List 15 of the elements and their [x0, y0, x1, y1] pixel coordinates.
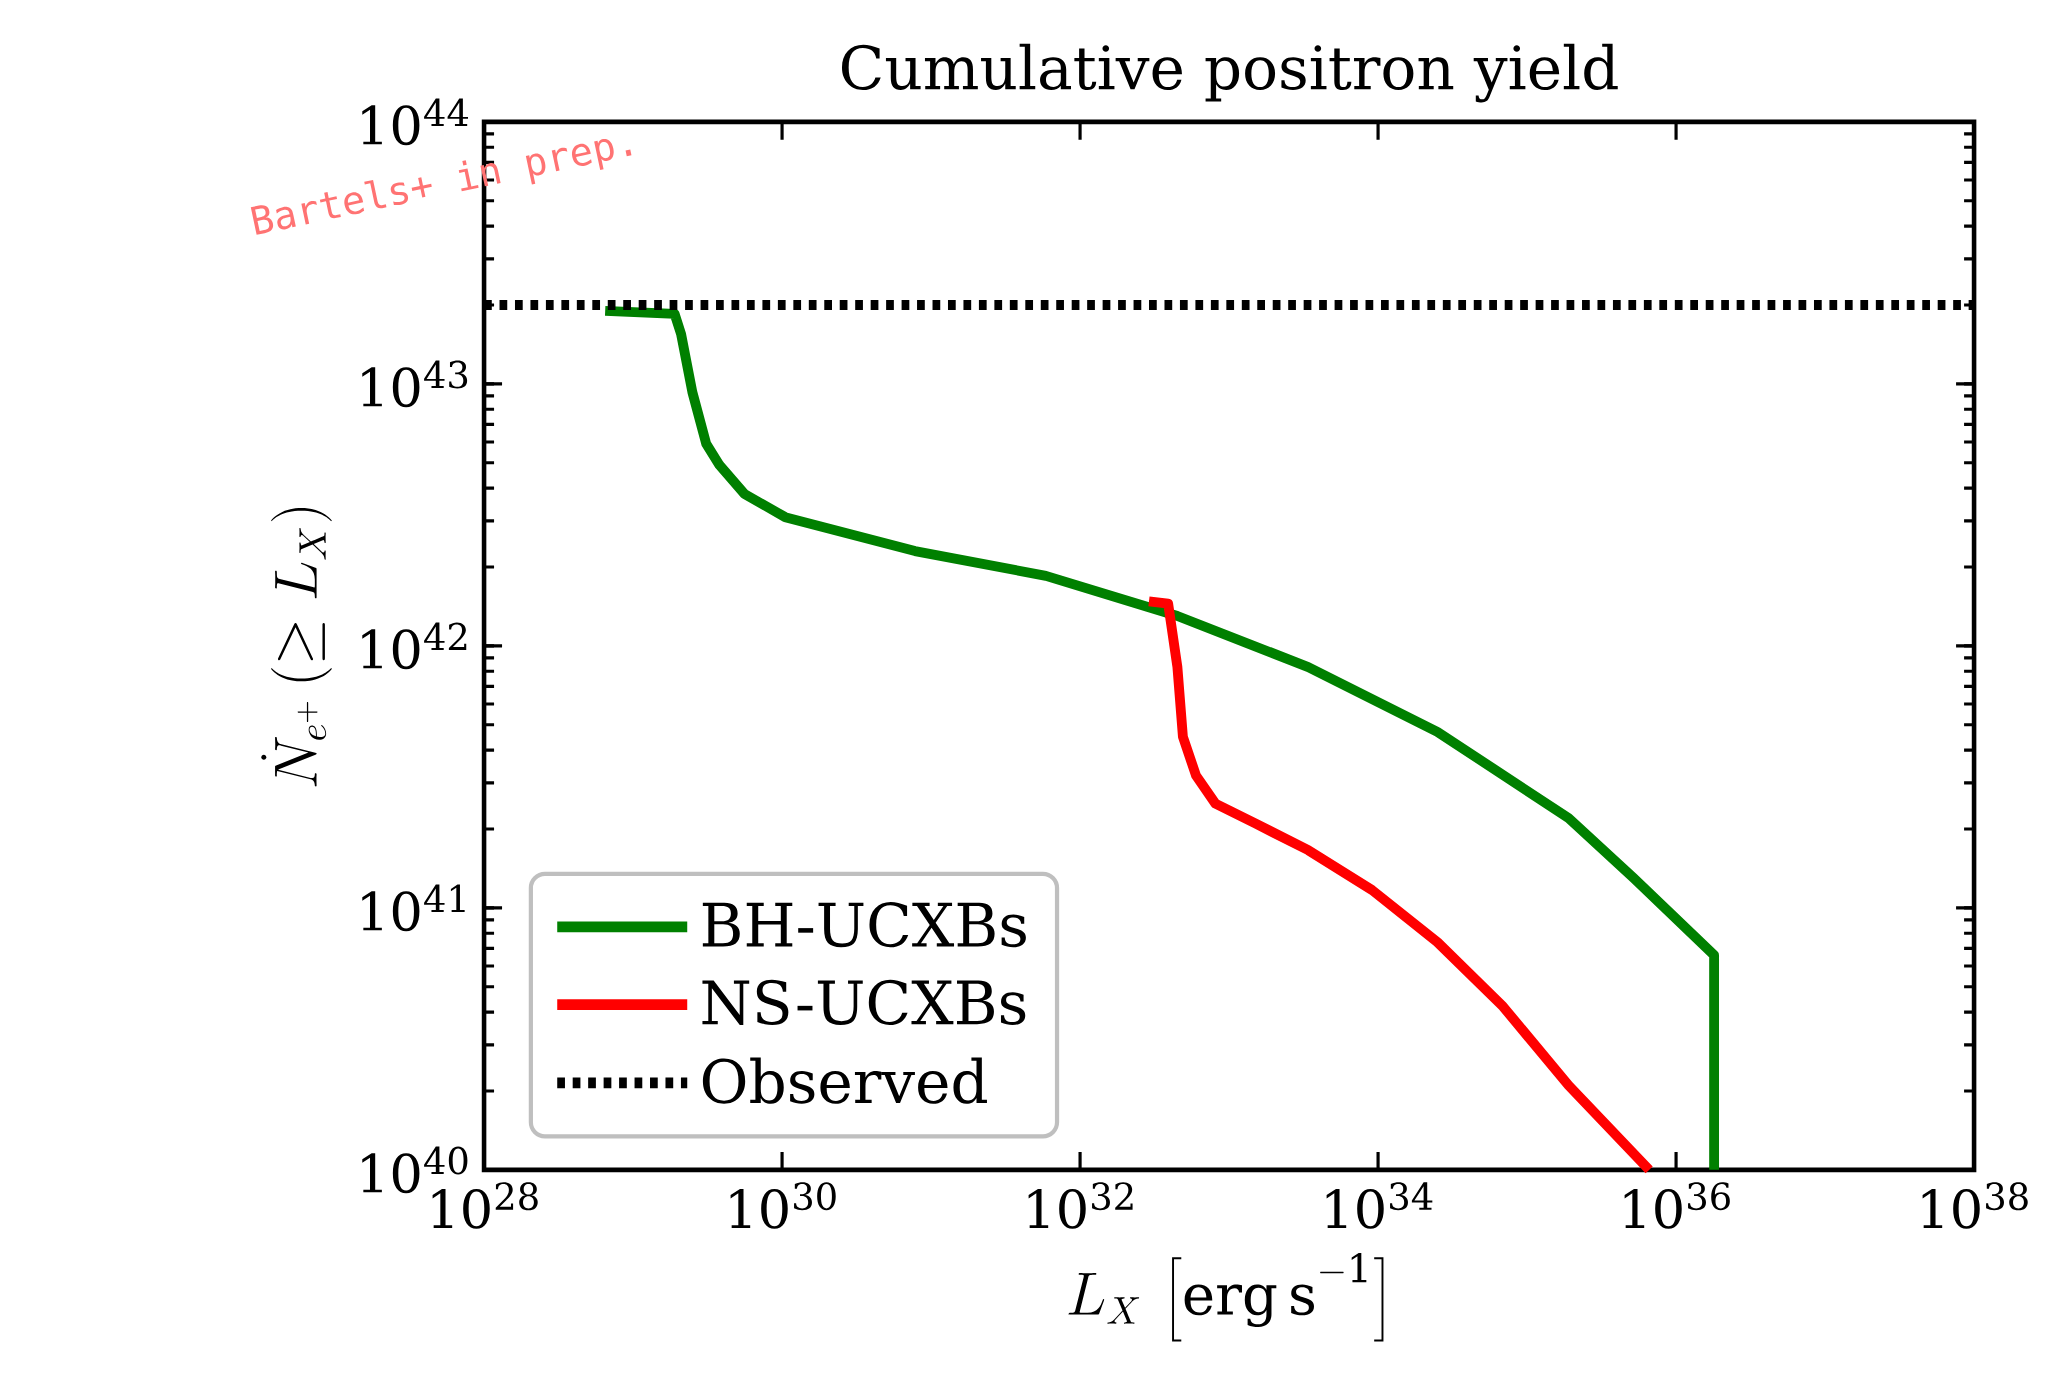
y-tick-label: 10$^{41}$ — [362, 884, 465, 932]
y-tick-label: 10$^{43}$ — [362, 360, 468, 408]
y-tick-label: 10$^{44}$ — [362, 98, 469, 146]
legend-label: BH-UCXBs — [702, 902, 1026, 948]
x-tick-label: 10$^{38}$ — [1922, 1182, 2028, 1229]
x-tick-label: 10$^{34}$ — [1326, 1182, 1433, 1229]
x-tick-label: 10$^{36}$ — [1624, 1182, 1730, 1229]
x-tick-label: 10$^{32}$ — [1028, 1182, 1133, 1229]
legend-label: Observed — [702, 1057, 987, 1104]
y-axis-title: $\dot{N}_{e^+}\,(\geq L_X)$ — [261, 508, 332, 787]
chart-title: Cumulative positron yield — [841, 43, 1618, 103]
x-tick-label: 10$^{30}$ — [730, 1182, 836, 1229]
y-tick-label: 10$^{42}$ — [362, 622, 467, 670]
legend-label: NS-UCXBs — [702, 979, 1026, 1025]
x-axis-title: $L_X\,\left[\mathrm{erg\,s^{-1}}\right]$ — [1068, 1252, 1384, 1342]
